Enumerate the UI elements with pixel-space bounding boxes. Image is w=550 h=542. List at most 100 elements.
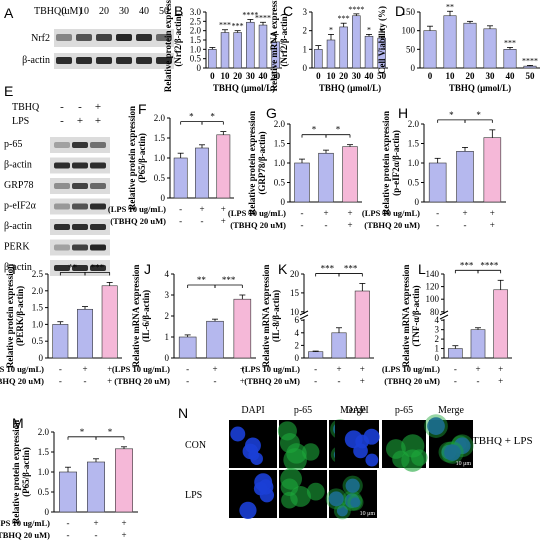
chart-C-xtick-5: 50 [377,71,387,81]
chart-J-ylabel2: (IL-6/β-actin) [141,290,151,342]
chart-M-treat-1-2: + [121,530,126,540]
chart-F: F 0 0.5 1.0 1.5 2.0 Relative protein expressio… [108,101,234,226]
chart-D-ylabel: Cell Viability (%) [377,6,387,74]
panel-a-band-actin-2 [96,57,112,64]
chart-J-ytick-label-3: 3 [165,290,170,300]
chart-C-sig-4: * [367,25,371,34]
chart-M-ytick-label-0: 0 [45,507,50,517]
chart-K-break-mark-1 [299,314,309,320]
panel-e-band-0-1 [72,142,88,148]
chart-D-sig-5: **** [522,56,538,65]
chart-D-bar-4 [503,49,517,69]
chart-M-ytick-label-3: 1.5 [38,447,50,457]
panel-n-img-0-0-nucleus-0 [230,426,246,442]
chart-F-treat-0-1: + [199,204,204,214]
chart-C-sig-3: **** [348,5,364,14]
chart-D-xtick-5: 50 [526,71,536,81]
panel-n-right-img-2-nucleus-4 [444,444,461,461]
panel-a: A TBHQ(uM) 0 10 20 30 40 50 Nrf2 β-actin [4,5,174,69]
panel-a-band-nrf2-4 [136,34,152,41]
panel-a-row-actin: β-actin [22,55,50,66]
chart-L-break-mark-1 [439,314,449,320]
chart-M-treat-0-0: - [67,518,70,528]
panel-a-band-nrf2-1 [76,34,92,41]
panel-e-band-5-1 [72,244,88,251]
panel-n-img-1-0 [229,470,277,519]
panel-e-band-3-2 [90,203,106,210]
chart-F-ytick-label-1: 0.5 [154,173,166,183]
chart-K-bar-1 [331,332,347,359]
panel-n-scale-1: 10 μm [360,511,376,517]
panel-e-band-3-1 [72,203,88,210]
chart-G-ylabel2: (GRP78/β-actin) [257,131,267,194]
panel-n-img-1-2-p65-3 [347,494,364,511]
chart-F-ytick-label-2: 1.0 [154,153,166,163]
chart-J-ytick-label-0: 0 [165,353,170,363]
chart-F-ytick-label-3: 1.5 [154,133,166,143]
chart-I-bar-1 [77,308,93,359]
chart-F-treat-1-1: - [201,216,204,226]
panel-e-band-5-2 [90,244,106,251]
chart-J-bar-2 [233,298,252,359]
panel-e-band-0-0 [54,142,70,148]
chart-C-xtick-4: 40 [365,71,375,81]
chart-K-ylabel2: (IL-8/β-actin) [271,290,281,342]
chart-H-ytick-label-1: 0.5 [408,178,420,188]
chart-L-bar-0 [448,348,463,359]
panel-a-row-nrf2: Nrf2 [31,33,50,44]
panel-n-img-0-0 [229,420,277,468]
chart-B-ytick-label-5: 2.5 [190,16,202,26]
chart-M-treat-0-2: + [121,518,126,528]
panel-e-row-label-3: p-eIF2α [4,201,37,212]
chart-J-treat-1-label: (TBHQ 20 uM) [114,376,170,386]
chart-G-bar-1 [318,152,334,203]
chart-H-label: H [398,105,408,121]
panel-n-right-img-1-p65-4 [401,449,424,472]
panel-e-row-label-1: β-actin [4,160,32,171]
panel-a-dose-2: 20 [99,6,109,17]
chart-B-sig-2: *** [232,22,244,31]
chart-G-ytick-label-0: 0 [281,197,286,207]
chart-B-ytick-label-1: 0.5 [190,54,202,64]
chart-G-treat-0-0: - [301,208,304,218]
chart-G-treat-1-1: - [325,220,328,230]
chart-B-ytick-label-3: 1.5 [190,35,202,45]
panel-e-cond-1-val-0: - [60,115,64,127]
panel-n-img-0-1-p65-2 [283,448,307,472]
panel-n-img-1-2-nucleus-2 [328,491,344,507]
panel-n-img-1-2-nucleus-3 [350,497,361,508]
chart-F-ylabel2: (P65/β-actin) [137,133,147,183]
chart-I-ytick-label-4: 2.0 [32,286,44,296]
chart-H-ytick-label-0: 0 [415,197,420,207]
chart-C-ytick-label-3: 3 [303,7,308,17]
chart-D-sig-1: ** [446,2,454,11]
chart-J-treat-0-1: + [212,364,217,374]
panel-e-band-4-2 [90,224,106,230]
chart-C-xtick-1: 10 [327,71,337,81]
chart-K-treat-1-1: - [338,376,341,386]
chart-K-break-gap [300,314,372,319]
chart-M-ylabel2: (P65/β-actin) [21,447,31,497]
chart-D-ytick-label-1: 50 [406,44,416,54]
chart-D-ytick-label-0: 0 [411,63,416,73]
panel-e-cond-1-val-1: + [77,115,83,127]
chart-I-label: I [12,261,16,277]
panel-a-dose-1: 10 [79,6,89,17]
panel-n-right-col-1: p-65 [395,405,413,416]
chart-D-bar-1 [443,15,457,69]
chart-C-bar-4 [364,35,374,69]
chart-L-treat-1-2: + [498,376,503,386]
chart-H-treat-0-2: + [490,208,495,218]
chart-J-bar-0 [178,336,197,359]
chart-K-bracket-label-1: *** [344,263,358,273]
chart-L-bar-2 [493,289,508,359]
chart-L-bracket-label-0: *** [460,260,474,270]
chart-I-ylabel: Relative protein expression [5,264,15,368]
chart-M-ylabel: Relative protein expression [11,420,21,524]
chart-D-bar-2 [463,22,477,69]
chart-I-bracket-label-1: *** [91,262,105,272]
panel-a-band-actin-1 [76,57,92,64]
chart-L-break-gap [440,314,510,319]
chart-H-ytick-label-4: 2.0 [408,119,420,129]
